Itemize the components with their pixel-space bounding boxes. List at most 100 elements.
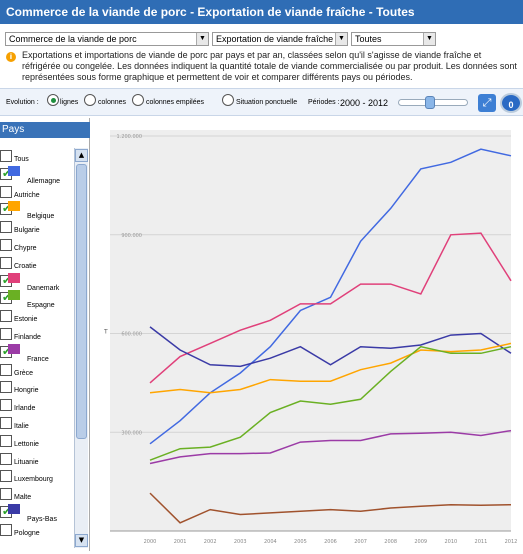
fullscreen-icon[interactable]: ⤢ — [478, 94, 496, 112]
x-tick-label: 2008 — [384, 539, 397, 545]
theme-select-value: Commerce de la viande de porc — [9, 34, 137, 44]
country-checkbox[interactable] — [0, 239, 12, 251]
country-name: Espagne — [27, 302, 55, 310]
country-checkbox[interactable] — [0, 452, 12, 465]
country-checkbox[interactable] — [0, 470, 12, 483]
country-item[interactable]: Malte — [0, 488, 74, 506]
series-color-swatch — [8, 343, 20, 354]
country-item[interactable]: Pologne — [0, 523, 74, 542]
scroll-up-icon[interactable]: ▲ — [75, 149, 88, 162]
country-checkbox[interactable] — [0, 221, 12, 234]
country-checkbox[interactable] — [0, 417, 12, 429]
chevron-down-icon: ▼ — [196, 33, 208, 45]
country-item[interactable]: Chypre — [0, 239, 74, 257]
country-item[interactable]: Grèce — [0, 363, 74, 382]
country-item[interactable]: Estonie — [0, 310, 74, 328]
country-checkbox[interactable] — [0, 256, 12, 269]
scrollbar-thumb[interactable] — [76, 164, 87, 439]
plot-background — [110, 130, 511, 531]
series-line — [149, 492, 512, 524]
country-item[interactable]: Finlande — [0, 328, 74, 346]
radio-situation-label: Situation ponctuelle — [236, 99, 298, 106]
country-name: Malte — [14, 494, 32, 502]
x-tick-label: 2001 — [174, 539, 187, 545]
country-item[interactable]: Espagne — [0, 290, 74, 310]
country-name: Bulgarie — [14, 227, 40, 235]
y-tick-label: 900.000 — [121, 233, 142, 239]
series-line — [149, 429, 512, 465]
country-name: Luxembourg — [14, 476, 53, 484]
country-item[interactable]: Luxembourg — [0, 470, 74, 488]
country-checkbox[interactable] — [0, 150, 12, 162]
country-item[interactable]: Bulgarie — [0, 221, 74, 239]
country-item[interactable]: Hongrie — [0, 381, 74, 399]
country-checkbox[interactable] — [0, 434, 12, 447]
radio-colonnes-label: colonnes — [98, 99, 127, 106]
theme-select[interactable]: Commerce de la viande de porc ▼ — [5, 32, 209, 46]
play-button[interactable]: 0 — [500, 93, 522, 113]
country-name: Allemagne — [27, 177, 61, 185]
country-checkbox[interactable] — [0, 523, 12, 536]
series-color-swatch — [8, 272, 20, 283]
country-name: Pologne — [14, 529, 40, 537]
scroll-down-icon[interactable]: ▼ — [75, 534, 88, 547]
country-item[interactable]: Croatie — [0, 256, 74, 275]
country-item[interactable]: Autriche — [0, 185, 74, 204]
period-slider-handle[interactable] — [425, 96, 435, 109]
options-bar: Evolution : lignes colonnes colonnes emp… — [0, 88, 523, 116]
country-name: Finlande — [14, 334, 41, 341]
country-item[interactable]: Lettonie — [0, 434, 74, 453]
radio-colonnes-empilees-label: colonnes empilées — [146, 99, 204, 106]
y-tick-label: 600.000 — [121, 332, 142, 338]
country-checkbox[interactable] — [0, 185, 12, 198]
country-item[interactable]: Belgique — [0, 201, 74, 221]
country-checkbox[interactable] — [0, 363, 12, 376]
country-item[interactable]: France — [0, 343, 74, 364]
radio-lignes[interactable] — [47, 94, 59, 106]
x-tick-label: 2000 — [144, 539, 157, 545]
radio-colonnes-empilees[interactable] — [132, 94, 144, 106]
country-name: Irlande — [14, 405, 36, 413]
series-color-swatch — [8, 290, 20, 301]
product-select[interactable]: Exportation de viande fraîche ▼ — [212, 32, 348, 46]
periodes-label: Périodes : — [308, 99, 340, 106]
country-name: Italie — [14, 423, 29, 430]
x-tick-label: 2002 — [204, 539, 217, 545]
country-checkbox[interactable] — [0, 328, 12, 340]
x-tick-label: 2011 — [475, 539, 488, 545]
country-name: Pays-Bas — [27, 516, 57, 523]
country-checkbox[interactable] — [0, 488, 12, 501]
country-item[interactable]: Italie — [0, 417, 74, 435]
y-axis-label: T — [103, 329, 108, 336]
x-tick-label: 2007 — [354, 539, 367, 545]
radio-colonnes[interactable] — [84, 94, 96, 106]
country-name: Lituanie — [14, 458, 39, 466]
country-item[interactable]: Lituanie — [0, 452, 74, 471]
country-item[interactable]: Pays-Bas — [0, 504, 74, 524]
y-tick-label: 1.200.000 — [117, 134, 142, 140]
country-checkbox[interactable] — [0, 310, 12, 323]
series-line — [149, 232, 512, 384]
x-tick-label: 2005 — [294, 539, 307, 545]
window-title: Commerce de la viande de porc - Exportat… — [0, 0, 523, 24]
country-item[interactable]: Tous — [0, 150, 74, 168]
country-checkbox[interactable] — [0, 399, 12, 412]
country-name: Grèce — [14, 369, 34, 377]
country-sidebar: Pays Tous Allemagne Autriche Belgique Bulgar… — [0, 118, 90, 551]
x-tick-label: 2003 — [234, 539, 247, 545]
country-item[interactable]: Danemark — [0, 272, 74, 293]
series-line — [149, 342, 512, 394]
chevron-down-icon: ▼ — [423, 33, 435, 45]
country-name: Hongrie — [14, 387, 39, 395]
country-item[interactable]: Allemagne — [0, 165, 74, 186]
line-chart: 300.000 600.000 900.000 1.200.000 T 2000 2001 2… — [92, 122, 523, 551]
radio-situation-ponctuelle[interactable] — [222, 94, 234, 106]
country-checkbox[interactable] — [0, 381, 12, 394]
country-name: Danemark — [27, 284, 60, 292]
x-tick-label: 2012 — [505, 539, 518, 545]
y-tick-label: 300.000 — [121, 430, 142, 436]
country-name: Estonie — [14, 316, 38, 324]
country-item[interactable]: Irlande — [0, 399, 74, 417]
filter-select[interactable]: Toutes ▼ — [351, 32, 436, 46]
country-name: Chypre — [14, 245, 37, 252]
